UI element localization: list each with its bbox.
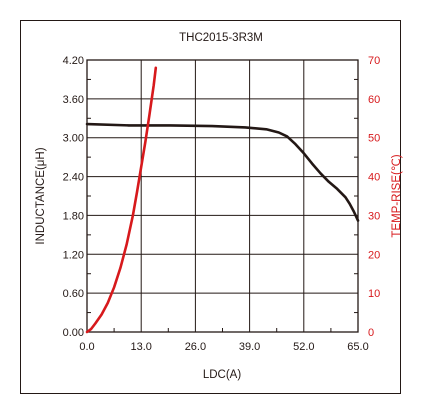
y-left-tick-label: 1.20 [63,249,84,261]
y-right-tick-label: 60 [368,94,380,106]
y-right-ticks: 0 10 20 30 40 50 60 70 [368,55,380,339]
chart-title: THC2015-3R3M [179,32,263,44]
series-line-temp-rise [85,66,158,334]
y-right-tick-label: 30 [368,210,380,222]
y-left-tick-label: 0.00 [63,327,84,339]
y-right-tick-label: 40 [368,172,380,184]
y-left-axis-label: INDUCTANCE(μH) [35,147,47,244]
plot-area [86,59,359,333]
y-left-tick-label: 3.60 [63,94,84,106]
y-left-tick-label: 1.80 [63,210,84,222]
y-right-tick-label: 20 [368,249,380,261]
chart-frame [20,20,401,394]
y-right-tick-label: 10 [368,288,380,300]
x-ticks: 0.0 13.0 26.0 39.0 52.0 65.0 [79,341,368,353]
grid [87,60,358,332]
y-right-axis-label: TEMP-RISE(℃) [391,154,403,237]
x-tick-label: 52.0 [293,341,314,353]
y-left-tick-label: 0.60 [63,288,84,300]
y-right-tick-label: 0 [368,327,374,339]
y-right-tick-label: 70 [368,55,380,67]
series-line-inductance [85,122,360,222]
x-axis-label: LDC(A) [203,369,242,381]
x-tick-label: 65.0 [347,341,368,353]
x-tick-label: 26.0 [185,341,206,353]
y-left-tick-label: 3.00 [63,133,84,145]
x-tick-label: 0.0 [79,341,94,353]
x-tick-label: 13.0 [130,341,151,353]
y-left-ticks: 0.00 0.60 1.20 1.80 2.40 3.00 3.60 4.20 [63,55,84,339]
series-group [85,66,360,334]
x-tick-label: 39.0 [239,341,260,353]
y-right-tick-label: 50 [368,133,380,145]
y-left-tick-label: 4.20 [63,55,84,67]
y-left-tick-label: 2.40 [63,172,84,184]
